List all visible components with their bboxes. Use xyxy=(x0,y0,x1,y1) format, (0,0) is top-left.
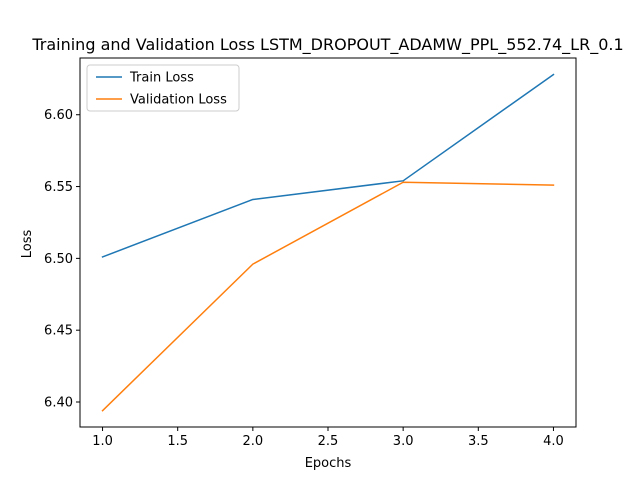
axes-frame xyxy=(79,57,577,428)
legend-label-0: Train Loss xyxy=(129,71,194,86)
y-tick-label: 6.60 xyxy=(44,108,73,123)
x-tick-label: 3.0 xyxy=(393,434,414,449)
legend: Train Loss Validation Loss xyxy=(86,64,240,112)
series-line-1 xyxy=(101,181,555,412)
y-axis-label: Loss xyxy=(20,230,35,259)
series-line-0 xyxy=(101,73,555,258)
chart-title: Training and Validation Loss LSTM_DROPOU… xyxy=(31,35,623,55)
y-tick-label: 6.55 xyxy=(44,180,73,195)
legend-box xyxy=(86,64,240,112)
x-tick-label: 2.0 xyxy=(243,434,264,449)
legend-label-1: Validation Loss xyxy=(130,93,227,108)
y-tick-label: 6.50 xyxy=(44,252,73,267)
series-lines xyxy=(101,73,555,412)
x-tick-label: 3.5 xyxy=(468,434,489,449)
x-axis-label: Epochs xyxy=(305,456,352,471)
x-tick-label: 2.5 xyxy=(318,434,339,449)
x-tick-label: 4.0 xyxy=(543,434,564,449)
x-tick-label: 1.0 xyxy=(92,434,113,449)
y-tick-label: 6.45 xyxy=(44,324,73,339)
x-tick-label: 1.5 xyxy=(167,434,188,449)
axes: 1.0 1.5 2.0 2.5 3.0 3.5 4.0 6.40 6.45 6.50 6.55 6.6… xyxy=(44,57,577,449)
y-tick-label: 6.40 xyxy=(44,396,73,411)
